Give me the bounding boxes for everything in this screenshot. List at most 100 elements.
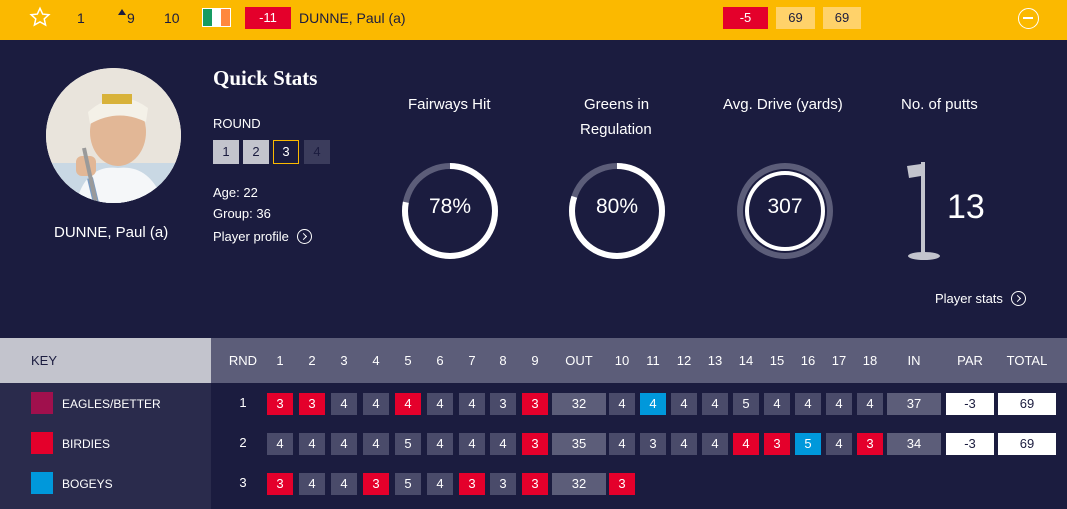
header-hole-14: 14 <box>738 353 754 368</box>
hole-score: 3 <box>764 433 790 455</box>
round-button-3[interactable]: 3 <box>273 140 299 164</box>
header-hole-12: 12 <box>676 353 692 368</box>
hole-score: 3 <box>299 393 325 415</box>
chevron-right-icon <box>296 229 312 244</box>
hole-score: 3 <box>459 473 485 495</box>
key-header: KEY <box>0 338 211 383</box>
hole-score: 4 <box>702 393 728 415</box>
header-hole-8: 8 <box>499 353 507 368</box>
header-hole-11: 11 <box>646 353 660 368</box>
hole-score: 5 <box>395 433 421 455</box>
par-total: -3 <box>946 393 994 415</box>
collapse-minus-icon[interactable] <box>1018 8 1039 29</box>
total-score-badge: -11 <box>245 7 291 29</box>
hole-score: 4 <box>671 433 697 455</box>
scorecard: KEY EAGLES/BETTER BIRDIES BOGEYS RND 1 2 3 4… <box>0 338 1067 509</box>
avg-drive-value: 307 <box>767 195 803 218</box>
gir-label-line2: Regulation <box>580 121 652 138</box>
header-hole-18: 18 <box>862 353 878 368</box>
header-hole-13: 13 <box>707 353 723 368</box>
hole-score: 4 <box>363 393 389 415</box>
hole-score: 4 <box>427 473 453 495</box>
hole-score: 3 <box>522 393 548 415</box>
birdies-swatch <box>31 432 53 454</box>
hole-score: 5 <box>395 473 421 495</box>
quick-stats-panel: DUNNE, Paul (a) Quick Stats ROUND 1 2 3 … <box>0 40 1067 338</box>
chevron-right-icon <box>1010 291 1026 306</box>
player-stats-link[interactable]: Player stats <box>935 291 1026 306</box>
round-button-1[interactable]: 1 <box>213 140 239 164</box>
hole-score: 4 <box>331 393 357 415</box>
round-total: 69 <box>998 393 1056 415</box>
header-rnd: RND <box>228 353 258 368</box>
player-profile-label: Player profile <box>213 229 289 244</box>
round-button-4: 4 <box>304 140 330 164</box>
round-total: 69 <box>998 433 1056 455</box>
player-group: Group: 36 <box>213 206 271 221</box>
avg-drive-ring <box>737 163 833 259</box>
hole-score: 4 <box>826 393 852 415</box>
out-total: 35 <box>552 433 606 455</box>
bogeys-swatch <box>31 472 53 494</box>
in-total: 34 <box>887 433 941 455</box>
bogeys-label: BOGEYS <box>62 477 113 491</box>
header-hole-5: 5 <box>404 353 412 368</box>
hole-score: 3 <box>267 473 293 495</box>
key-panel: EAGLES/BETTER BIRDIES BOGEYS <box>0 383 211 509</box>
hole-score: 4 <box>331 433 357 455</box>
hole-score: 4 <box>395 393 421 415</box>
up-arrow-icon <box>118 9 126 15</box>
golf-flag-icon <box>907 162 940 260</box>
hole-score: 4 <box>363 433 389 455</box>
hole-score: 4 <box>331 473 357 495</box>
round-1-score: 69 <box>776 7 815 29</box>
putts-value: 13 <box>947 188 985 226</box>
header-hole-6: 6 <box>436 353 444 368</box>
position-movement: 9 <box>127 10 135 26</box>
hole-score: 4 <box>733 433 759 455</box>
gir-label-line1: Greens in <box>584 96 650 113</box>
player-stats-label: Player stats <box>935 291 1003 306</box>
birdies-label: BIRDIES <box>62 437 111 451</box>
player-name-label: DUNNE, Paul (a) <box>54 224 169 241</box>
gir-value: 80% <box>595 195 639 218</box>
fairways-hit-ring <box>402 163 498 259</box>
ireland-flag-icon <box>202 8 231 27</box>
header-hole-1: 1 <box>276 353 284 368</box>
hole-score: 4 <box>795 393 821 415</box>
hole-score: 4 <box>609 433 635 455</box>
player-age: Age: 22 <box>213 185 258 200</box>
hole-score: 4 <box>299 433 325 455</box>
par-total: -3 <box>946 433 994 455</box>
header-hole-2: 2 <box>308 353 316 368</box>
hole-score: 3 <box>522 433 548 455</box>
fairways-hit-value: 78% <box>428 195 472 218</box>
quick-stats-title: Quick Stats <box>213 66 318 90</box>
header-hole-16: 16 <box>800 353 816 368</box>
hole-score: 4 <box>490 433 516 455</box>
position: 1 <box>77 10 85 26</box>
putts-label: No. of putts <box>901 96 978 113</box>
eagles-label: EAGLES/BETTER <box>62 397 161 411</box>
hole-score: 3 <box>490 473 516 495</box>
round-button-2[interactable]: 2 <box>243 140 269 164</box>
hole-score: 3 <box>490 393 516 415</box>
round-number: 3 <box>239 475 247 490</box>
round-label: ROUND <box>213 116 261 131</box>
hole-score: 4 <box>299 473 325 495</box>
header-hole-3: 3 <box>340 353 348 368</box>
hole-score: 3 <box>640 433 666 455</box>
hole-score: 4 <box>671 393 697 415</box>
leaderboard-row[interactable]: 1 9 10 -11 DUNNE, Paul (a) -5 69 69 <box>0 0 1067 40</box>
round-number: 1 <box>239 395 247 410</box>
player-profile-link[interactable]: Player profile <box>213 229 312 244</box>
hole-score: 3 <box>522 473 548 495</box>
player-name[interactable]: DUNNE, Paul (a) <box>299 10 406 26</box>
header-out: OUT <box>565 353 593 368</box>
favourite-star-icon[interactable] <box>29 6 51 33</box>
avg-drive-label: Avg. Drive (yards) <box>723 96 843 113</box>
out-total: 32 <box>552 473 606 495</box>
hole-score: 5 <box>733 393 759 415</box>
hole-score: 3 <box>267 393 293 415</box>
fairways-hit-label: Fairways Hit <box>408 96 491 113</box>
